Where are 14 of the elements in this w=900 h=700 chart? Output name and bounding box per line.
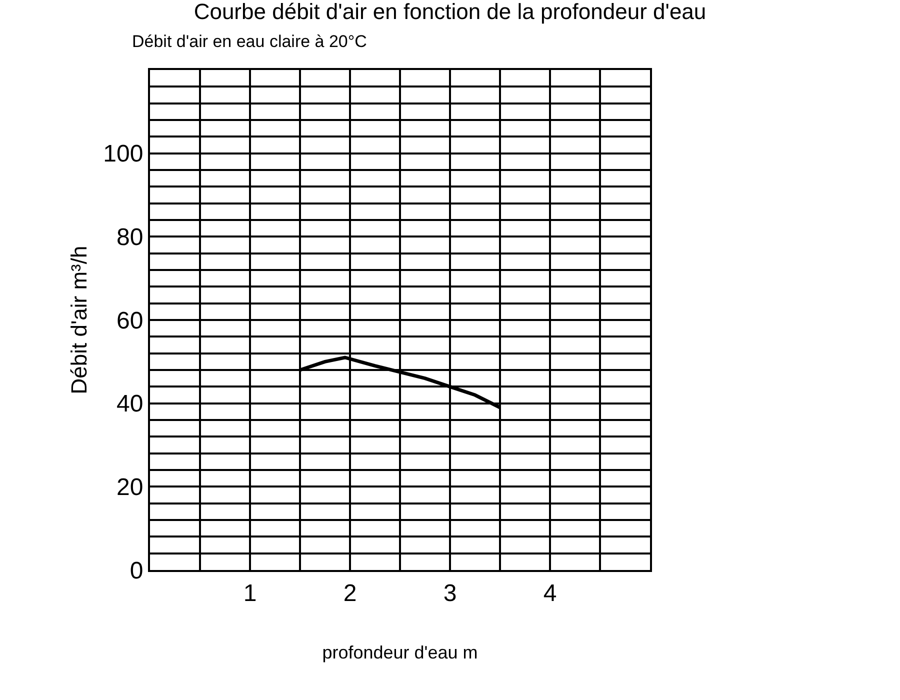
x-axis-title: profondeur d'eau m — [322, 642, 478, 662]
y-tick-label: 60 — [116, 307, 144, 334]
x-tick-label: 4 — [543, 580, 557, 607]
x-tick-label: 3 — [443, 580, 457, 607]
x-tick-label: 2 — [343, 580, 357, 607]
x-tick-label: 1 — [243, 580, 257, 607]
y-axis-title: Débit d'air m³/h — [66, 246, 92, 394]
y-tick-label: 40 — [116, 390, 144, 418]
y-tick-label: 0 — [130, 557, 144, 584]
y-tick-label: 100 — [103, 140, 144, 168]
chart-subtitle: Débit d'air en eau claire à 20°C — [132, 32, 367, 51]
y-tick-label: 20 — [116, 474, 144, 502]
y-tick-label: 80 — [116, 224, 144, 252]
chart-title: Courbe débit d'air en fonction de la profondeur d'eau — [194, 0, 706, 24]
